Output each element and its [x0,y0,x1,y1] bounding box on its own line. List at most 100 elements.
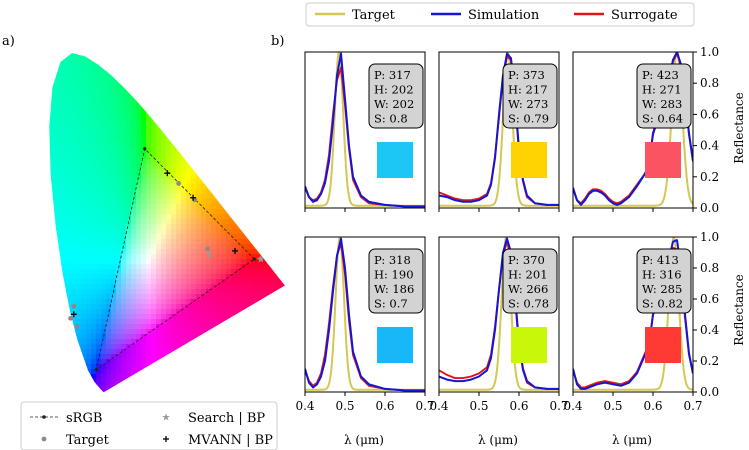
x-tick-label: 0.4 [429,399,448,413]
y-tick-label: 0.0 [700,201,719,215]
param-w: W: 273 [508,97,548,111]
cie-legend-label: Search | BP [188,411,265,426]
param-h: H: 271 [642,83,682,97]
mvann-bp-point [164,170,171,177]
x-tick-label: 0.7 [549,399,568,413]
cie-legend-label: sRGB [66,411,102,426]
axes-frame [438,51,560,209]
srgb-vertex [94,367,98,372]
y-tick-label: 0.8 [700,261,719,275]
x-tick-label: 0.6 [509,399,528,413]
simulation-line [305,52,425,208]
param-s: S: 0.7 [374,297,408,311]
param-p: P: 413 [642,253,679,267]
y-tick-label: 0.4 [700,323,719,337]
xlabel-col3: λ (μm) [612,433,652,447]
x-tick-label: 0.6 [643,399,662,413]
target-line [439,237,559,391]
y-tick-label: 1.0 [700,45,719,59]
cie-legend-marker-plus [163,436,169,442]
param-h: H: 202 [374,83,414,97]
param-w: W: 202 [374,97,414,111]
simulation-line [573,52,693,206]
legend-simulation-label: Simulation [468,8,540,23]
cie-legend-label: MVANN | BP [188,433,273,448]
axes-frame [438,236,560,393]
target-point [68,315,73,321]
simulation-line [439,52,559,206]
color-swatch [511,142,547,178]
xlabel-col2: λ (μm) [478,433,518,447]
cie-legend: sRGB Target ★ Search | BP MVANN | BP [20,401,278,450]
param-p: P: 373 [508,68,545,82]
x-tick-label: 0.7 [683,399,702,413]
axes-frame [304,51,426,209]
param-box [502,63,558,129]
search-bp-point: ★ [256,255,265,266]
param-w: W: 285 [642,282,682,296]
x-tick-label: 0.5 [603,399,622,413]
color-swatch [511,327,547,363]
param-box [502,248,558,314]
x-tick-label: 0.4 [563,399,582,413]
param-h: H: 316 [642,268,682,282]
y-tick-label: 0.4 [700,139,719,153]
top-legend: Target Simulation Surrogate [305,2,695,27]
srgb-vertex [252,257,256,261]
color-swatch [645,327,681,363]
param-p: P: 318 [374,253,411,267]
cie-legend-label: Target [66,433,110,448]
x-tick-label: 0.5 [335,399,354,413]
svg-text:★: ★ [162,413,171,424]
y-tick-label: 0.8 [700,76,719,90]
param-box [368,248,424,314]
y-tick-label: 0.2 [700,354,719,368]
param-box [636,63,692,129]
param-w: W: 283 [642,97,682,111]
legend-target-label: Target [352,8,396,23]
x-tick-label: 0.6 [375,399,394,413]
param-w: W: 266 [508,282,548,296]
color-swatch [377,142,413,178]
y-tick-label: 0.2 [700,170,719,184]
cie-color-fill [49,53,285,392]
param-w: W: 186 [374,282,414,296]
panel-label-a: a) [2,34,15,49]
surrogate-line [305,66,425,208]
target-point [205,246,211,252]
param-box [636,248,692,314]
ylabel-row1: Reflectance [732,92,746,164]
axes-frame [572,236,694,393]
param-h: H: 217 [508,83,548,97]
color-swatch [645,142,681,178]
param-s: S: 0.79 [508,112,549,126]
y-tick-label: 1.0 [700,230,719,244]
param-s: S: 0.82 [642,297,683,311]
srgb-vertex [143,147,147,151]
target-line [439,52,559,207]
mvann-bp-point [232,247,239,254]
target-point [176,181,181,186]
search-bp-point: ★ [205,250,214,261]
param-h: H: 190 [374,268,414,282]
mvann-bp-point [70,311,77,318]
cie-legend-marker-line-dot [30,415,58,419]
y-tick-label: 0.6 [700,107,719,121]
cie-chromaticity-diagram: ★ ★ [49,53,285,392]
target-point [74,324,80,329]
cie-legend-marker-dot [41,436,47,442]
param-s: S: 0.78 [508,297,549,311]
simulation-line [305,237,425,392]
y-tick-label: 0.6 [700,292,719,306]
color-swatch [377,327,413,363]
param-box [368,63,424,129]
axes-frame [572,51,694,209]
srgb-triangle [95,147,256,371]
